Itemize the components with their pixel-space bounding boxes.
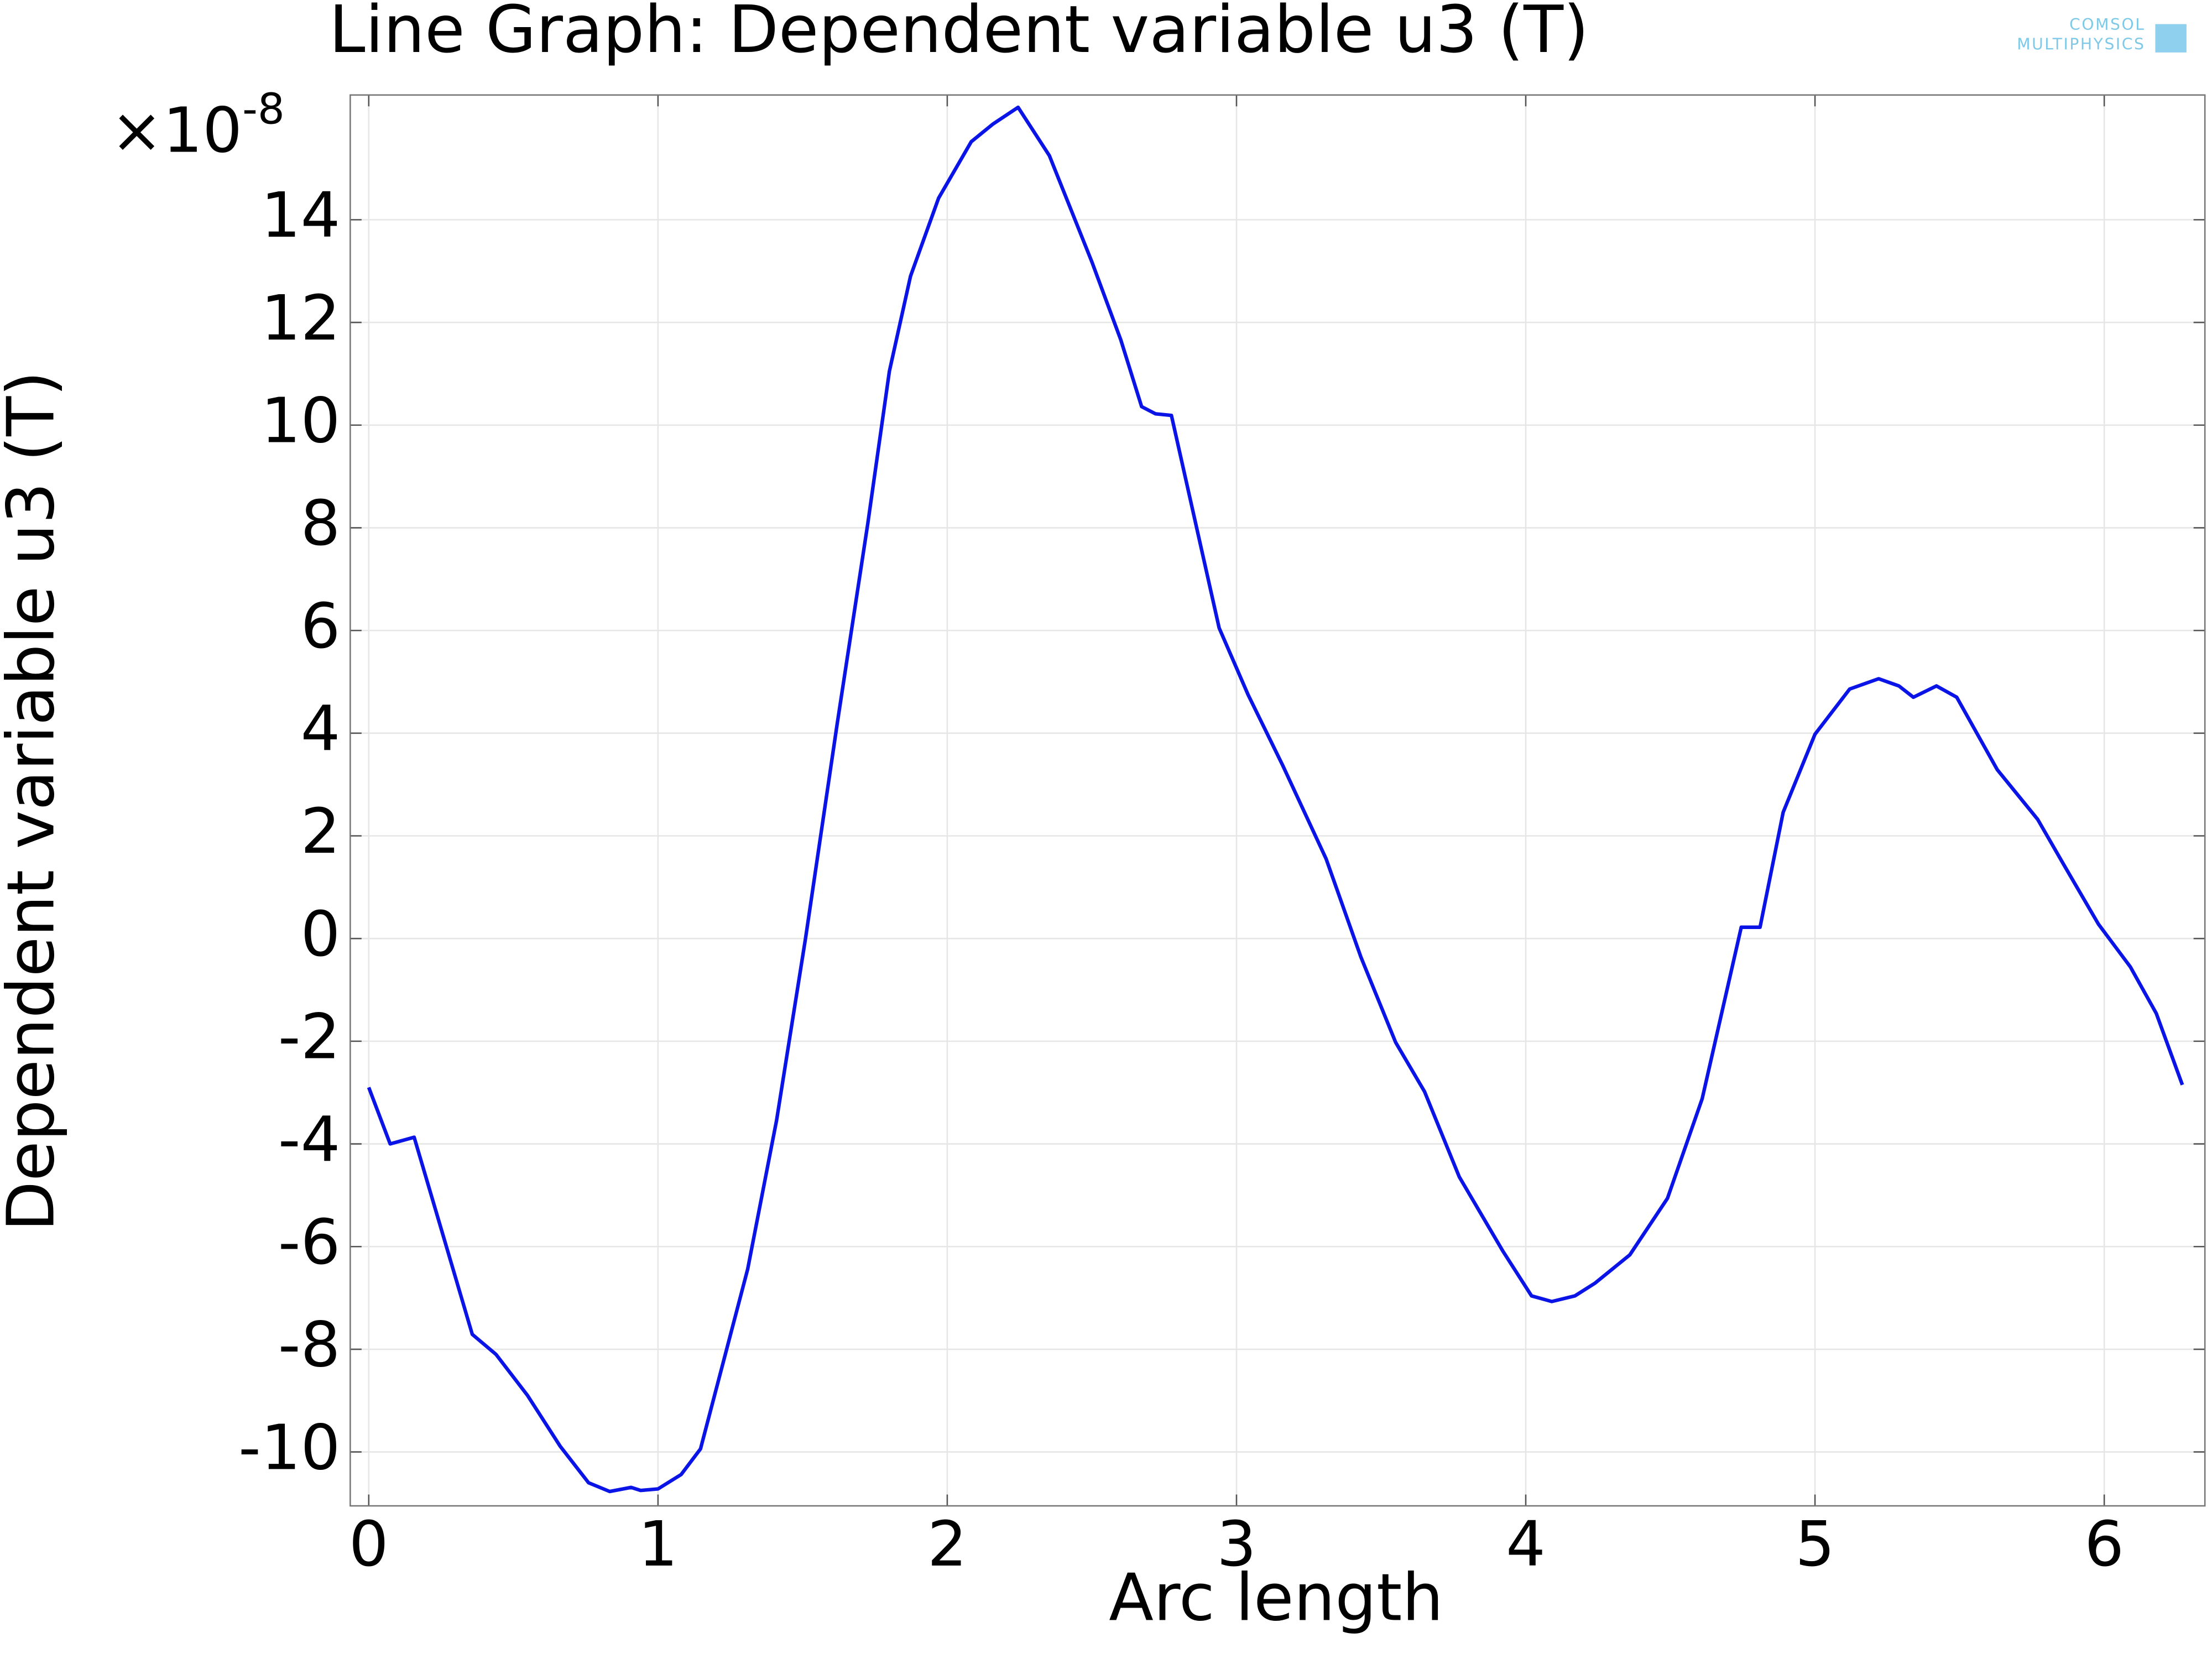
y-tick-label: 10 — [261, 384, 341, 457]
y-tick-label: -2 — [278, 1000, 340, 1073]
x-tick-label: 1 — [638, 1507, 678, 1580]
logo-text: MULTIPHYSICS — [2017, 35, 2145, 54]
y-multiplier-exponent: -8 — [242, 85, 285, 134]
x-tick-label: 5 — [1795, 1507, 1835, 1580]
plot-area — [350, 95, 2205, 1506]
x-tick-label: 4 — [1506, 1507, 1546, 1580]
x-tick-label: 0 — [349, 1507, 389, 1580]
y-tick-label: 14 — [261, 179, 341, 252]
logo-icon — [2155, 24, 2187, 53]
x-tick-label: 6 — [2084, 1507, 2124, 1580]
y-tick-label: -4 — [278, 1103, 340, 1176]
data-line — [367, 105, 2184, 1494]
y-tick-label: 8 — [301, 487, 341, 560]
y-tick-label: 2 — [301, 795, 341, 868]
y-tick-label: 6 — [301, 589, 341, 662]
x-tick-label: 3 — [1217, 1507, 1256, 1580]
y-tick-label: 4 — [301, 692, 341, 765]
y-tick-label: -10 — [238, 1411, 340, 1484]
y-tick-label: 0 — [301, 898, 341, 971]
logo-text: COMSOL — [2069, 15, 2145, 34]
y-multiplier: ×10-8 — [111, 85, 285, 167]
plot-frame — [349, 94, 2206, 1507]
x-tick-label: 2 — [927, 1507, 967, 1580]
y-tick-label: -6 — [278, 1206, 340, 1279]
y-multiplier-base: ×10 — [111, 93, 242, 166]
x-axis-label: Arc length — [1109, 1560, 1443, 1636]
y-tick-label: -8 — [278, 1308, 340, 1381]
y-axis-label: Dependent variable u3 (T) — [0, 371, 69, 1232]
chart-title: Line Graph: Dependent variable u3 (T) — [329, 0, 1589, 67]
y-tick-label: 12 — [261, 281, 341, 354]
